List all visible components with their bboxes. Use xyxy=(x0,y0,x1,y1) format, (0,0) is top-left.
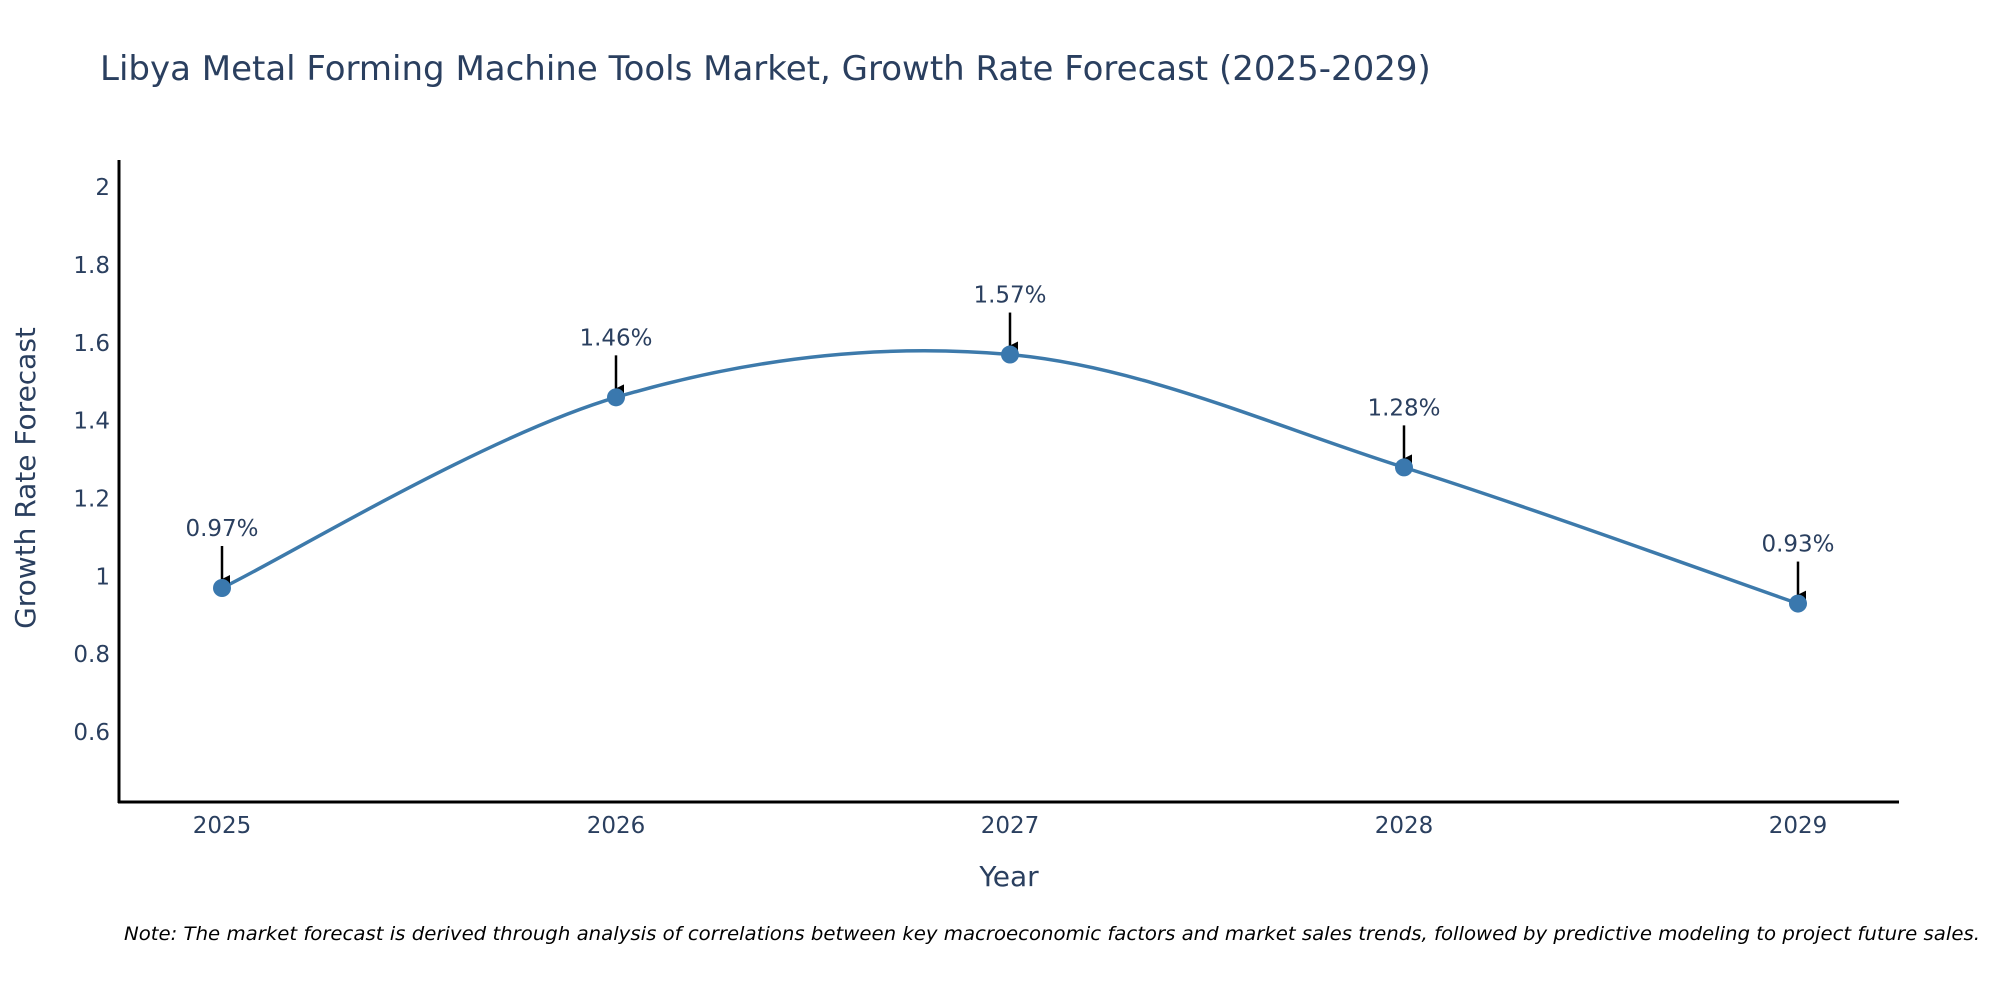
data-point xyxy=(1395,458,1413,477)
footnote: Note: The market forecast is derived thr… xyxy=(124,923,1980,945)
data-point xyxy=(213,579,231,597)
chart-title: Libya Metal Forming Machine Tools Market… xyxy=(100,49,1431,89)
data-label: 1.57% xyxy=(973,283,1046,309)
y-tick-label: 0.8 xyxy=(73,642,110,668)
x-tick-label: 2029 xyxy=(1769,813,1828,839)
y-tick-label: 2 xyxy=(95,175,110,201)
y-tick-label: 1.8 xyxy=(73,253,110,279)
annotations: 0.97% 1.46% 1.57% 1.28% 0.93% xyxy=(185,283,1835,601)
y-tick-label: 1.4 xyxy=(73,409,110,435)
y-tick-label: 1.6 xyxy=(73,331,110,357)
markers xyxy=(213,345,1807,613)
y-axis-title: Growth Rate Forecast xyxy=(9,327,42,629)
y-tick-label: 1 xyxy=(95,564,110,590)
y-tick-label: 1.2 xyxy=(73,487,110,513)
x-tick-label: 2025 xyxy=(193,813,252,839)
y-tick-label: 0.6 xyxy=(73,720,110,746)
data-point xyxy=(1789,594,1807,613)
series-line xyxy=(220,349,1800,606)
y-tick-labels: 0.6 0.8 1 1.2 1.4 1.6 1.8 2 xyxy=(73,175,110,746)
x-tick-label: 2027 xyxy=(981,813,1040,839)
x-tick-label: 2026 xyxy=(587,813,646,839)
x-tick-label: 2028 xyxy=(1375,813,1434,839)
data-label: 0.97% xyxy=(185,516,258,542)
data-label: 1.28% xyxy=(1367,395,1440,421)
data-point xyxy=(1001,345,1019,364)
data-label: 0.93% xyxy=(1761,532,1834,558)
data-point xyxy=(607,388,625,407)
data-label: 1.46% xyxy=(579,325,652,351)
x-axis-title: Year xyxy=(978,860,1039,893)
x-tick-labels: 2025 2026 2027 2028 2029 xyxy=(193,813,1828,839)
